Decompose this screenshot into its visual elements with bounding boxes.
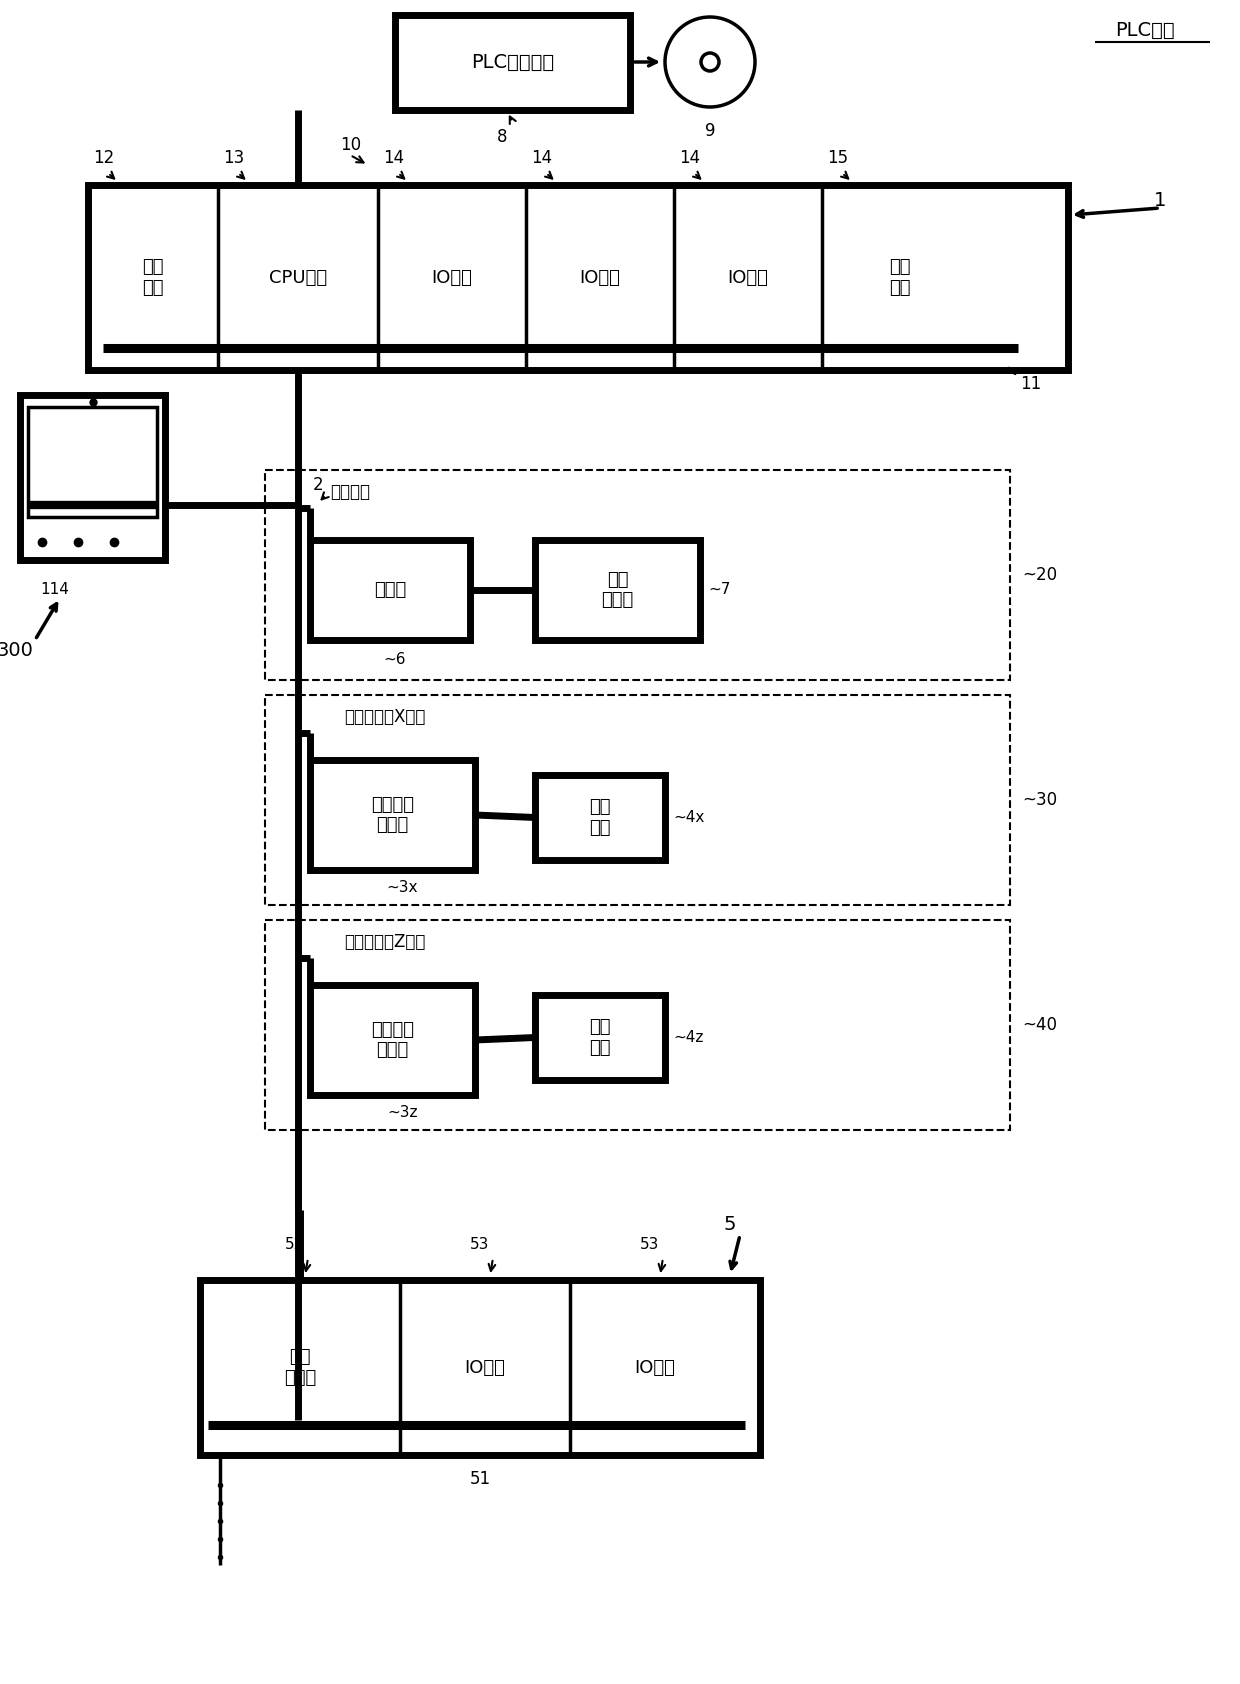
Text: CPU单元: CPU单元	[269, 268, 327, 286]
Text: ~7: ~7	[708, 583, 730, 598]
Text: IO单元: IO单元	[728, 268, 769, 286]
Text: 特殊
单元: 特殊 单元	[889, 258, 910, 296]
Bar	[310, 985, 475, 1095]
Text: ~30: ~30	[1022, 791, 1058, 808]
Bar	[534, 775, 665, 861]
Text: 14: 14	[680, 148, 701, 167]
Bar	[20, 396, 165, 561]
Text: IO单元: IO单元	[635, 1359, 676, 1376]
Text: 51: 51	[470, 1470, 491, 1489]
Text: 11: 11	[1021, 376, 1042, 392]
Text: IO单元: IO单元	[465, 1359, 506, 1376]
Text: 控制器: 控制器	[374, 581, 407, 600]
Text: ~6: ~6	[383, 652, 407, 667]
Text: PLC系统: PLC系统	[1115, 20, 1174, 39]
Text: 伺服
马达: 伺服 马达	[589, 798, 611, 837]
Bar	[310, 541, 470, 640]
Text: 通信
耦合器: 通信 耦合器	[284, 1349, 316, 1388]
Bar	[534, 995, 665, 1079]
Text: 伺服马达
驱动器: 伺服马达 驱动器	[371, 1021, 414, 1059]
Bar	[265, 919, 1011, 1130]
Text: ~4x: ~4x	[673, 810, 704, 825]
Text: 114: 114	[41, 583, 69, 598]
Text: 12: 12	[93, 148, 114, 167]
Text: 驱动装置（Z轴）: 驱动装置（Z轴）	[345, 933, 425, 951]
Text: 驱动装置（X轴）: 驱动装置（X轴）	[345, 707, 425, 726]
Text: 8: 8	[497, 128, 507, 147]
Text: 15: 15	[827, 148, 848, 167]
Text: 2: 2	[312, 477, 324, 493]
Text: 位移
传感器: 位移 传感器	[601, 571, 634, 610]
Text: 伺服
马达: 伺服 马达	[589, 1019, 611, 1058]
Text: ~4z: ~4z	[673, 1031, 703, 1046]
Text: IO单元: IO单元	[579, 268, 620, 286]
Text: ~3z: ~3z	[387, 1105, 418, 1120]
Bar	[265, 695, 1011, 904]
Bar	[29, 408, 157, 517]
Text: 伺服马达
驱动器: 伺服马达 驱动器	[371, 795, 414, 834]
Text: 1: 1	[1153, 190, 1166, 209]
Text: 53: 53	[470, 1238, 490, 1251]
Text: IO单元: IO单元	[432, 268, 472, 286]
Text: PLC支持装置: PLC支持装置	[471, 52, 554, 72]
Text: 9: 9	[704, 121, 715, 140]
Bar	[396, 15, 630, 109]
Text: 10: 10	[340, 136, 361, 153]
Text: 电源
单元: 电源 单元	[143, 258, 164, 296]
Text: ~40: ~40	[1022, 1015, 1056, 1034]
Bar	[265, 470, 1011, 680]
Text: 13: 13	[223, 148, 244, 167]
Text: 5: 5	[724, 1216, 737, 1234]
Bar	[534, 541, 701, 640]
Text: 300: 300	[0, 640, 33, 660]
Text: 测量装置: 测量装置	[330, 483, 370, 502]
Text: 14: 14	[531, 148, 552, 167]
Text: ~3x: ~3x	[387, 881, 418, 894]
Text: 14: 14	[383, 148, 404, 167]
Bar	[88, 185, 1068, 370]
Text: ~20: ~20	[1022, 566, 1058, 584]
Bar	[200, 1280, 760, 1455]
Text: 53: 53	[640, 1238, 660, 1251]
Bar	[310, 759, 475, 871]
Text: 52: 52	[285, 1238, 305, 1251]
